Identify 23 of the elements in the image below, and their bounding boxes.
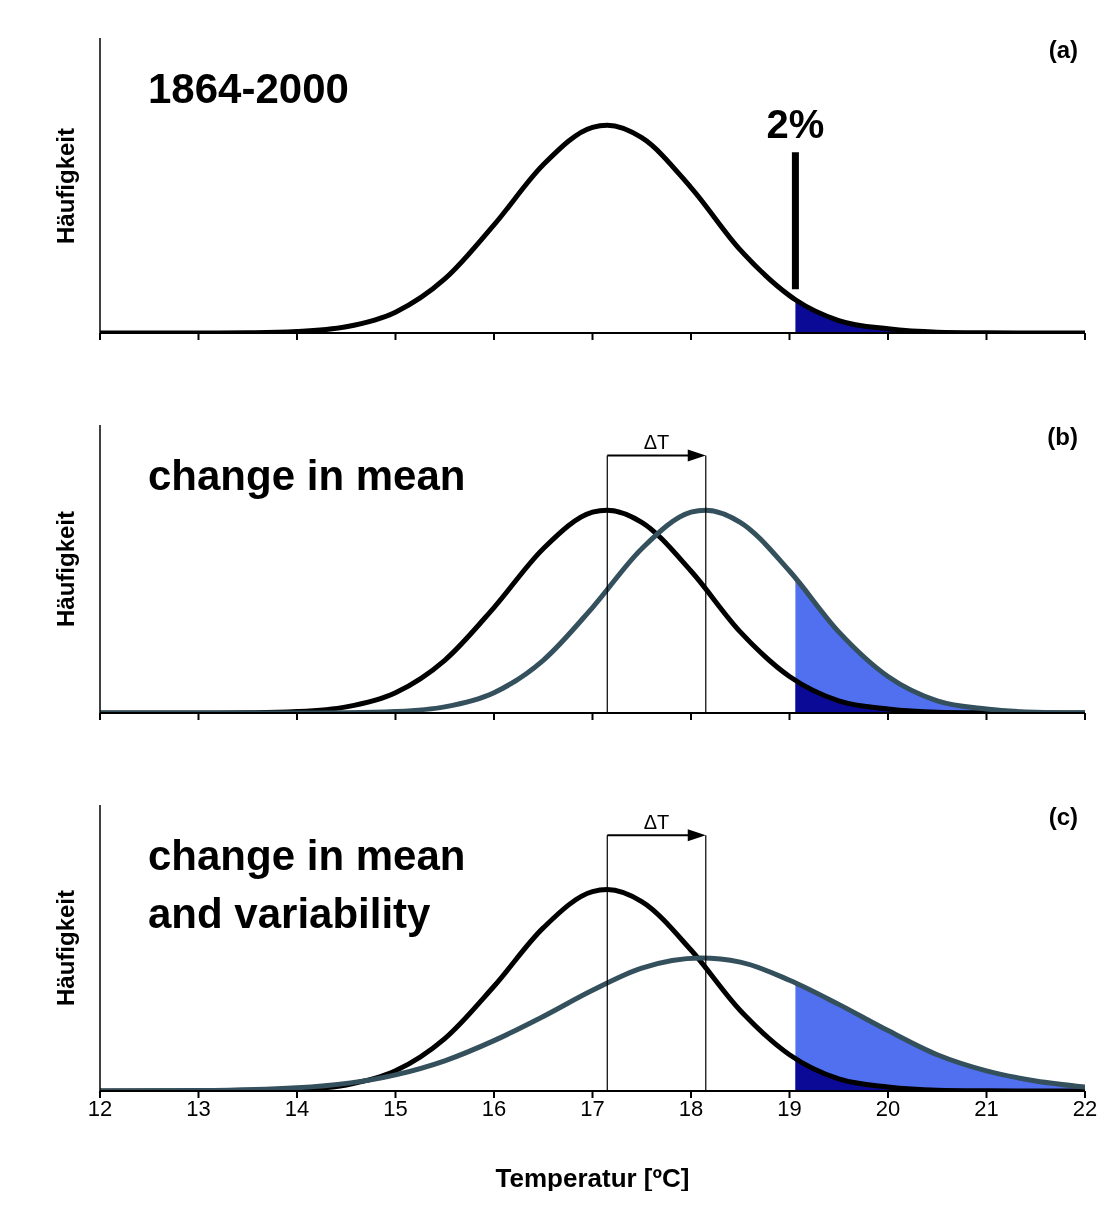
x-tick-label: 21 xyxy=(974,1095,999,1121)
x-tick-label: 16 xyxy=(481,1095,507,1121)
x-tick-label: 14 xyxy=(284,1095,310,1121)
chart-title: (a) xyxy=(1048,36,1078,64)
x-tick-label: 20 xyxy=(875,1095,901,1121)
chart-title: (b) xyxy=(1047,423,1078,451)
text: 1864-2000 xyxy=(148,64,350,114)
x-tick-label: 15 xyxy=(383,1095,408,1121)
x-tick-label: 13 xyxy=(186,1095,211,1121)
x-tick-label: 17 xyxy=(580,1095,605,1121)
y-axis-title: Häufigkeit xyxy=(52,889,80,1007)
y-axis-title: Häufigkeit xyxy=(52,127,80,244)
text: change in mean xyxy=(148,451,467,501)
x-tick-label: 18 xyxy=(678,1095,704,1121)
annotation: 2% xyxy=(766,102,825,147)
text: ΔT xyxy=(643,811,670,834)
x-tick-label: 22 xyxy=(1072,1095,1098,1121)
annotation: change in mean and variability xyxy=(148,831,467,939)
x-tick-label: 12 xyxy=(87,1095,113,1121)
x-tick-label: 19 xyxy=(777,1095,802,1121)
text: ΔT xyxy=(643,431,670,454)
chart-title: (c) xyxy=(1048,803,1078,831)
y-axis-title: Häufigkeit xyxy=(52,510,80,628)
